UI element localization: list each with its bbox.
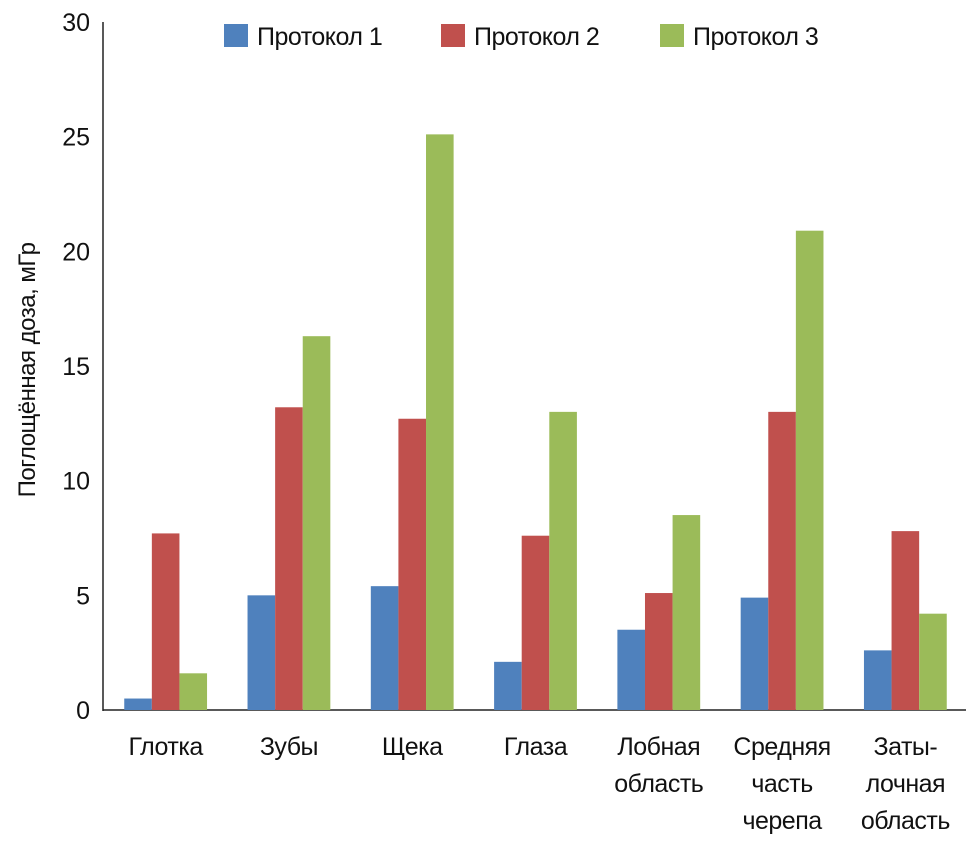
x-category-label-line: черепа: [742, 807, 822, 835]
x-category-label-line: Средняя: [733, 733, 830, 761]
bar-протокол-2-2: [398, 418, 427, 710]
bar-протокол-2-4: [644, 593, 673, 710]
bar-протокол-3-5: [795, 230, 824, 710]
bar-протокол-1-6: [863, 650, 892, 710]
y-tick-label: 5: [76, 582, 90, 610]
x-category-label-line: Заты-: [874, 733, 938, 761]
x-category-label: Глаза: [504, 733, 568, 761]
x-category-label: Щека: [382, 733, 443, 761]
x-category-label-line: область: [614, 770, 703, 798]
x-category-label-line: лочная: [866, 770, 946, 798]
y-tick-label: 20: [62, 238, 90, 266]
legend-item: Протокол 2: [441, 23, 600, 51]
bar-протокол-3-4: [672, 515, 701, 710]
legend-item: Протокол 3: [660, 23, 819, 51]
x-category-label-line: Щека: [382, 733, 443, 761]
bar-протокол-2-6: [891, 531, 920, 710]
bar-протокол-1-4: [617, 629, 645, 710]
x-category-label-line: область: [861, 807, 950, 835]
x-category-label-line: часть: [751, 770, 812, 798]
y-tick-label: 10: [62, 468, 90, 496]
bar-протокол-1-0: [124, 698, 152, 710]
x-category-label: Средняя часть черепа: [733, 733, 830, 835]
y-tick-label: 15: [62, 353, 90, 381]
bar-протокол-3-2: [426, 134, 454, 710]
y-tick-label: 30: [62, 9, 90, 37]
x-category-label: Заты-лочная область: [861, 733, 950, 835]
legend-label: Протокол 3: [693, 23, 818, 51]
bar-протокол-2-5: [768, 411, 796, 710]
x-category-label-line: Глотка: [129, 733, 204, 761]
bar-протокол-3-0: [179, 673, 208, 710]
bar-протокол-3-3: [549, 411, 577, 710]
bar-протокол-1-2: [370, 586, 399, 710]
y-tick-label: 25: [62, 124, 90, 152]
bar-протокол-3-1: [302, 336, 331, 710]
legend-label: Протокол 2: [474, 23, 599, 51]
bar-протокол-1-5: [740, 597, 769, 710]
legend-swatch: [660, 24, 684, 47]
x-category-label-line: Лобная: [617, 733, 700, 761]
legend-label: Протокол 1: [257, 23, 382, 51]
bar-протокол-3-6: [919, 613, 947, 710]
y-tick-label: 0: [76, 697, 90, 725]
legend-swatch: [441, 24, 465, 47]
bar-протокол-2-1: [275, 407, 303, 710]
legend-item: Протокол 1: [224, 23, 383, 51]
y-axis-label: Поглощённая доза, мГр: [14, 242, 41, 497]
bar-протокол-1-1: [247, 595, 276, 710]
bar-протокол-2-3: [521, 535, 550, 710]
x-category-label-line: Глаза: [504, 733, 568, 761]
x-category-label: Зубы: [260, 733, 318, 761]
x-category-label: Глотка: [129, 733, 204, 761]
x-category-label: Лобная область: [614, 733, 703, 798]
legend-swatch: [224, 24, 248, 47]
x-category-label-line: Зубы: [260, 733, 318, 761]
bar-протокол-1-3: [494, 661, 522, 710]
bar-протокол-2-0: [151, 533, 180, 710]
